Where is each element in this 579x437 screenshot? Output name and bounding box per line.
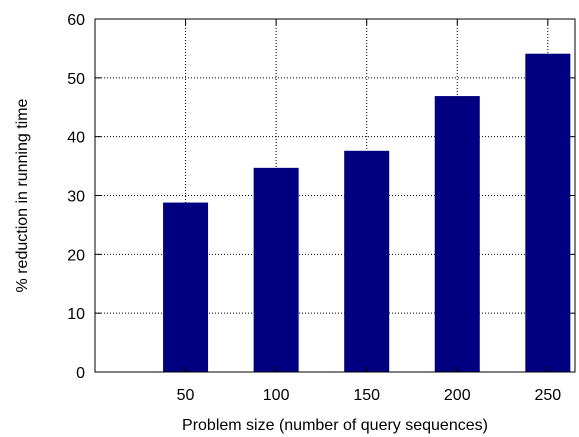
x-ticks: 50 100 150 200 250: [177, 19, 561, 404]
bars: [163, 53, 571, 373]
x-tick-label: 150: [353, 387, 380, 404]
y-tick-label: 10: [67, 306, 85, 323]
bar-100: [253, 167, 299, 372]
bar-150: [344, 150, 390, 372]
bar-50: [163, 202, 209, 372]
y-tick-label: 50: [67, 71, 85, 88]
y-ticks: 0 10 20 30 40 50 60: [67, 12, 575, 382]
bar-200: [434, 96, 480, 373]
x-tick-label: 50: [177, 387, 195, 404]
x-tick-label: 100: [263, 387, 290, 404]
y-axis-label: % reduction in running time: [14, 98, 31, 292]
x-axis-label: Problem size (number of query sequences): [182, 417, 488, 434]
x-tick-label: 250: [534, 387, 561, 404]
bar-250: [525, 53, 571, 372]
y-tick-label: 30: [67, 189, 85, 206]
y-tick-label: 40: [67, 130, 85, 147]
y-tick-label: 0: [76, 365, 85, 382]
y-tick-label: 60: [67, 12, 85, 29]
y-tick-label: 20: [67, 247, 85, 264]
x-tick-label: 200: [444, 387, 471, 404]
